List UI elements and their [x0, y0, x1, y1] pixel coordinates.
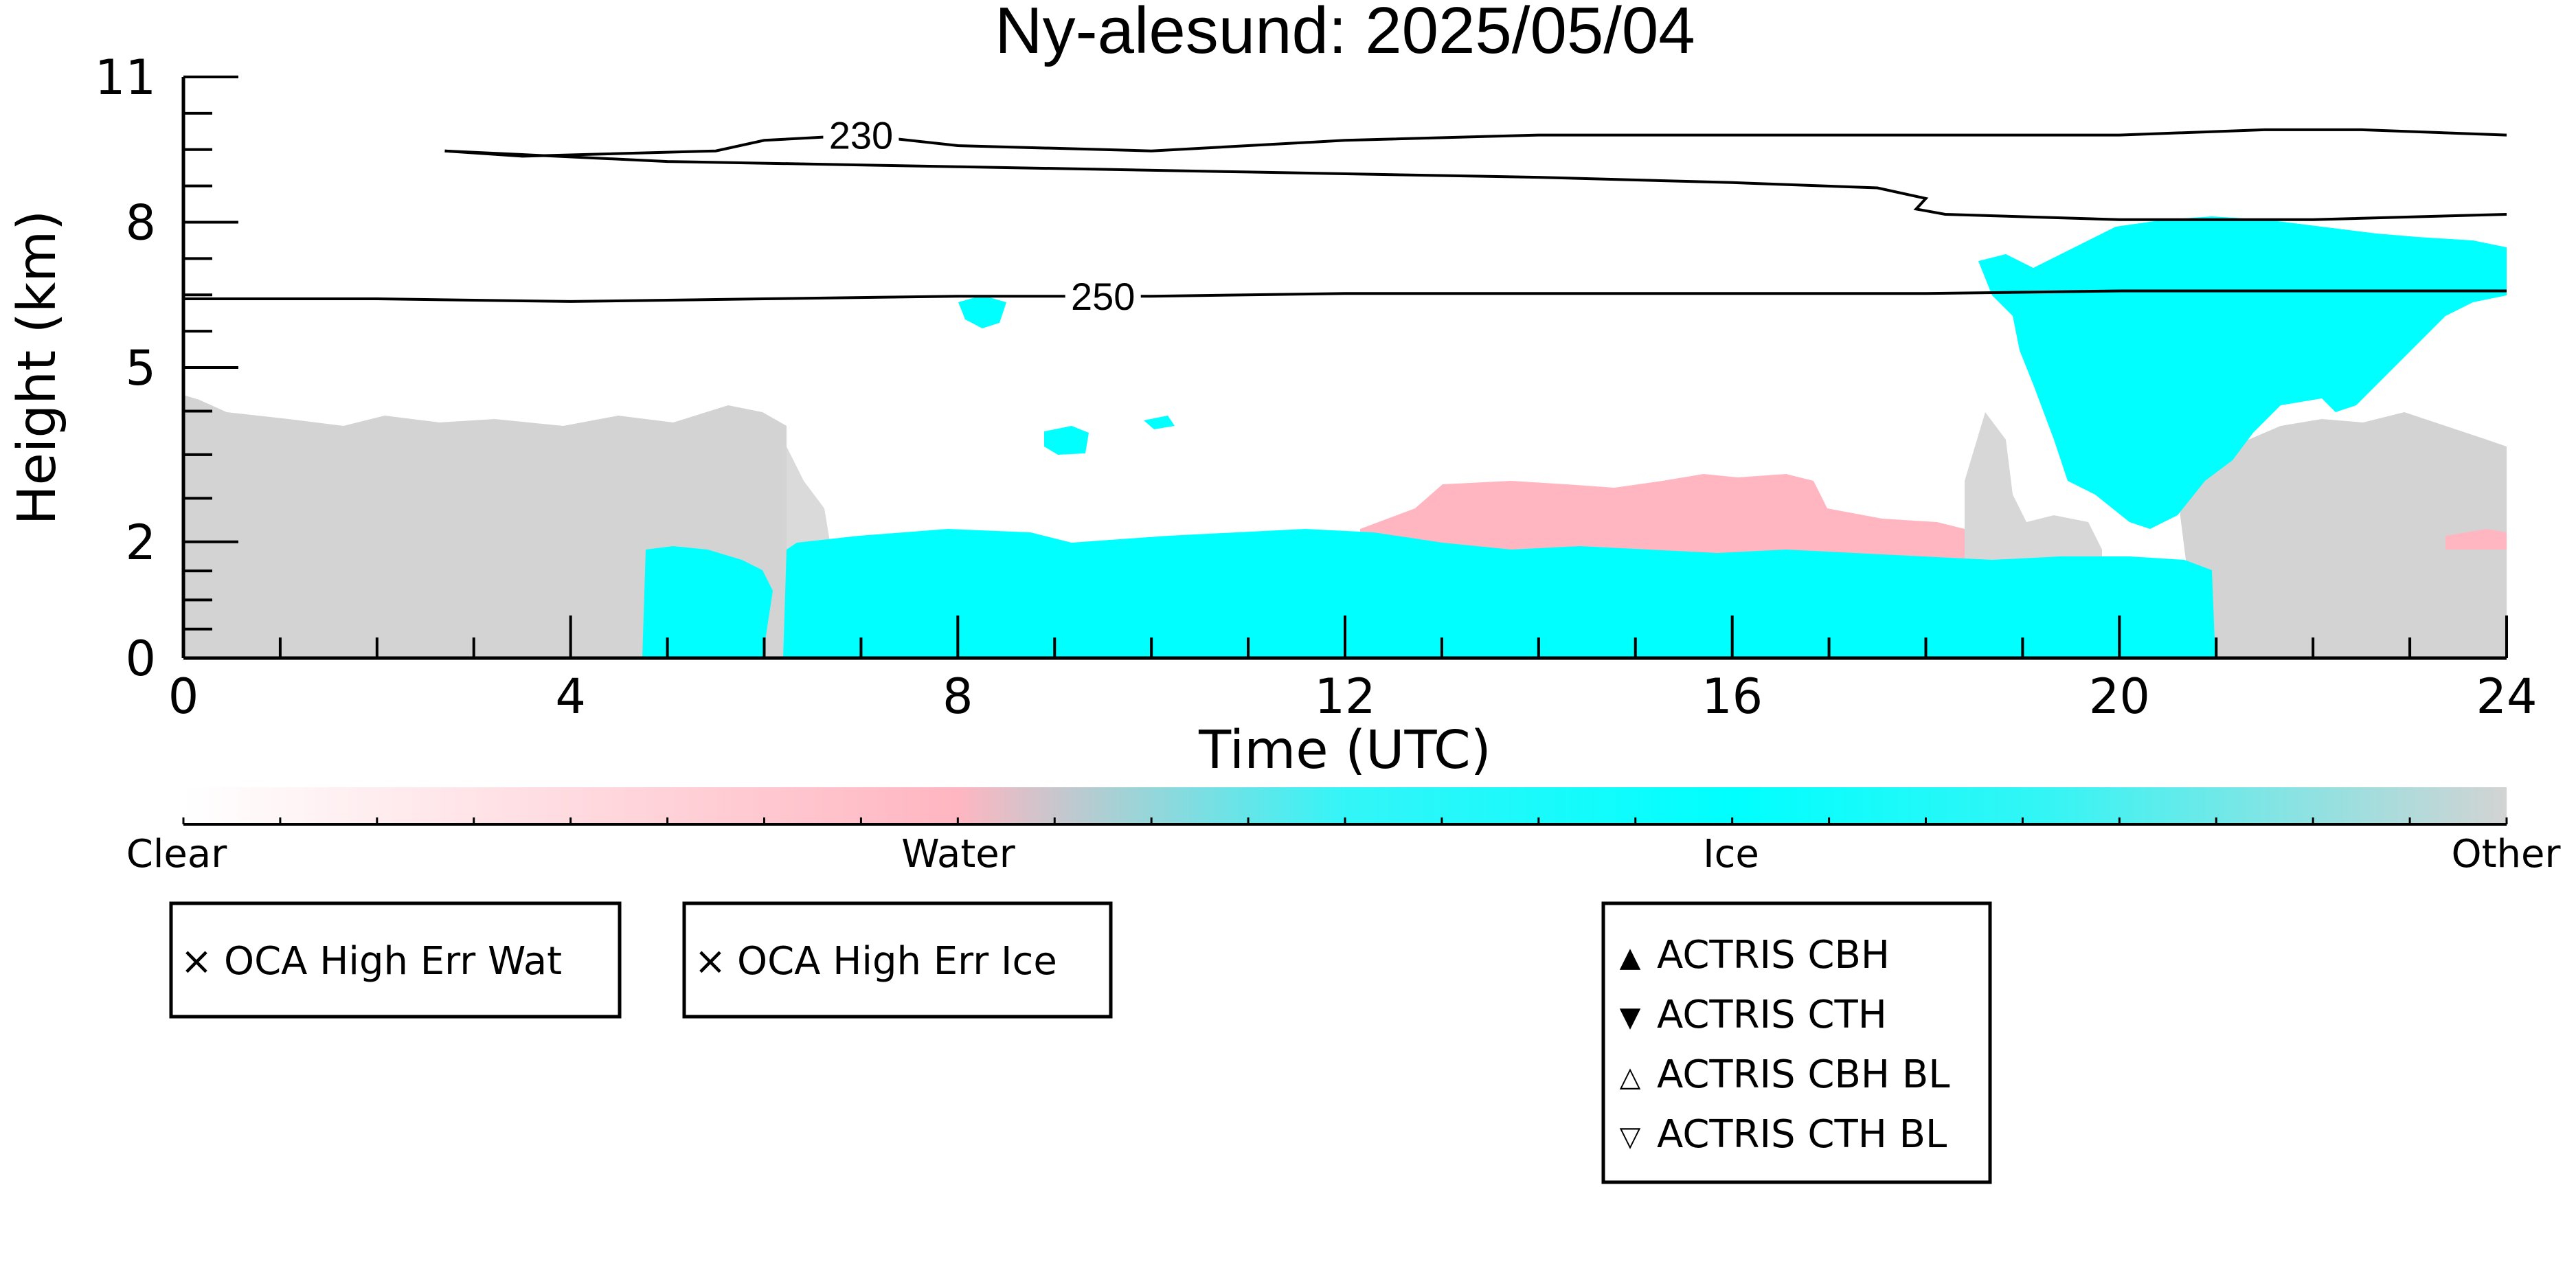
legend-label: OCA High Err Wat	[224, 939, 562, 984]
legend-label: OCA High Err Ice	[737, 939, 1057, 984]
x-tick-label: 8	[942, 668, 973, 725]
legend-oca-water: × OCA High Err Wat	[169, 901, 622, 1019]
water-region	[1360, 474, 1965, 563]
contour-label-250: 250	[1071, 275, 1135, 318]
contour-label-layer: 230 250	[823, 113, 1141, 318]
contour-label-230: 230	[829, 114, 893, 157]
legend-box	[169, 901, 622, 1019]
water-patch-late	[2445, 529, 2507, 550]
x-tick-label: 12	[1314, 668, 1375, 725]
colorbar-label-other: Other	[2451, 832, 2561, 877]
colorbar-label-clear: Clear	[126, 832, 227, 877]
contour-label-bg	[1065, 274, 1141, 316]
colorbar-label-water: Water	[901, 832, 1016, 877]
contour-line-250	[183, 289, 2507, 303]
legend-marker-triangle-down: ▼	[1620, 1002, 1641, 1033]
x-ticks: 0 4 8 12 16 20 24	[168, 615, 2538, 725]
colorbar-label-ice: Ice	[1703, 832, 1759, 877]
x-axis-label: Time (UTC)	[1198, 720, 1491, 781]
y-tick-label: 2	[125, 515, 156, 571]
legend-marker-x-green: ×	[181, 939, 213, 984]
colorbar-ticks	[182, 817, 2508, 824]
legend-marker-triangle-up-open: △	[1620, 1061, 1641, 1093]
contour-label-bg	[823, 113, 899, 155]
x-tick-label: 4	[555, 668, 586, 725]
legend-actris: ▲ ACTRIS CBH ▼ ACTRIS CTH △ ACTRIS CBH B…	[1601, 901, 1992, 1184]
other-region-late	[2178, 412, 2507, 658]
y-tick-label: 0	[125, 631, 156, 687]
chart-title: Ny-alesund: 2025/05/04	[995, 0, 1695, 67]
y-ticks: 0 2 5 8 11	[95, 49, 238, 687]
x-tick-label: 24	[2476, 668, 2537, 725]
colorbar: Clear Water Ice Other	[126, 787, 2561, 877]
contour-line-230	[444, 149, 2507, 221]
legend-label-cth: ACTRIS CTH	[1657, 993, 1887, 1037]
other-region-early	[183, 395, 787, 658]
y-tick-label: 8	[125, 195, 156, 251]
legend-marker-triangle-down-open: ▽	[1620, 1121, 1641, 1153]
legend-oca-ice: × OCA High Err Ice	[682, 901, 1113, 1019]
x-tick-label: 0	[168, 668, 199, 725]
ice-region-pre-dawn	[642, 546, 773, 658]
cloud-field-layer	[183, 216, 2507, 658]
y-tick-label: 11	[95, 49, 156, 106]
legend-label-cth-bl: ACTRIS CTH BL	[1657, 1112, 1947, 1157]
y-axis-label: Height (km)	[7, 210, 68, 526]
x-tick-label: 16	[1702, 668, 1763, 725]
ice-patch-10h	[1144, 416, 1175, 429]
ice-region-evening-column	[1978, 216, 2507, 529]
ice-region-low	[783, 529, 2215, 658]
ice-patch-9h	[1044, 426, 1089, 455]
contour-line-230	[444, 128, 2507, 158]
ice-patch-8h	[958, 295, 1006, 328]
y-tick-label: 5	[125, 340, 156, 396]
legend-box	[1601, 901, 1992, 1184]
legend-marker-x-blue: ×	[694, 939, 727, 984]
legend-box	[682, 901, 1113, 1019]
legend-marker-triangle-up: ▲	[1620, 942, 1641, 973]
legend-label-cbh: ACTRIS CBH	[1657, 933, 1890, 978]
legend-label-cbh-bl: ACTRIS CBH BL	[1657, 1052, 1950, 1097]
x-tick-label: 20	[2089, 668, 2150, 725]
contour-layer	[183, 128, 2507, 303]
